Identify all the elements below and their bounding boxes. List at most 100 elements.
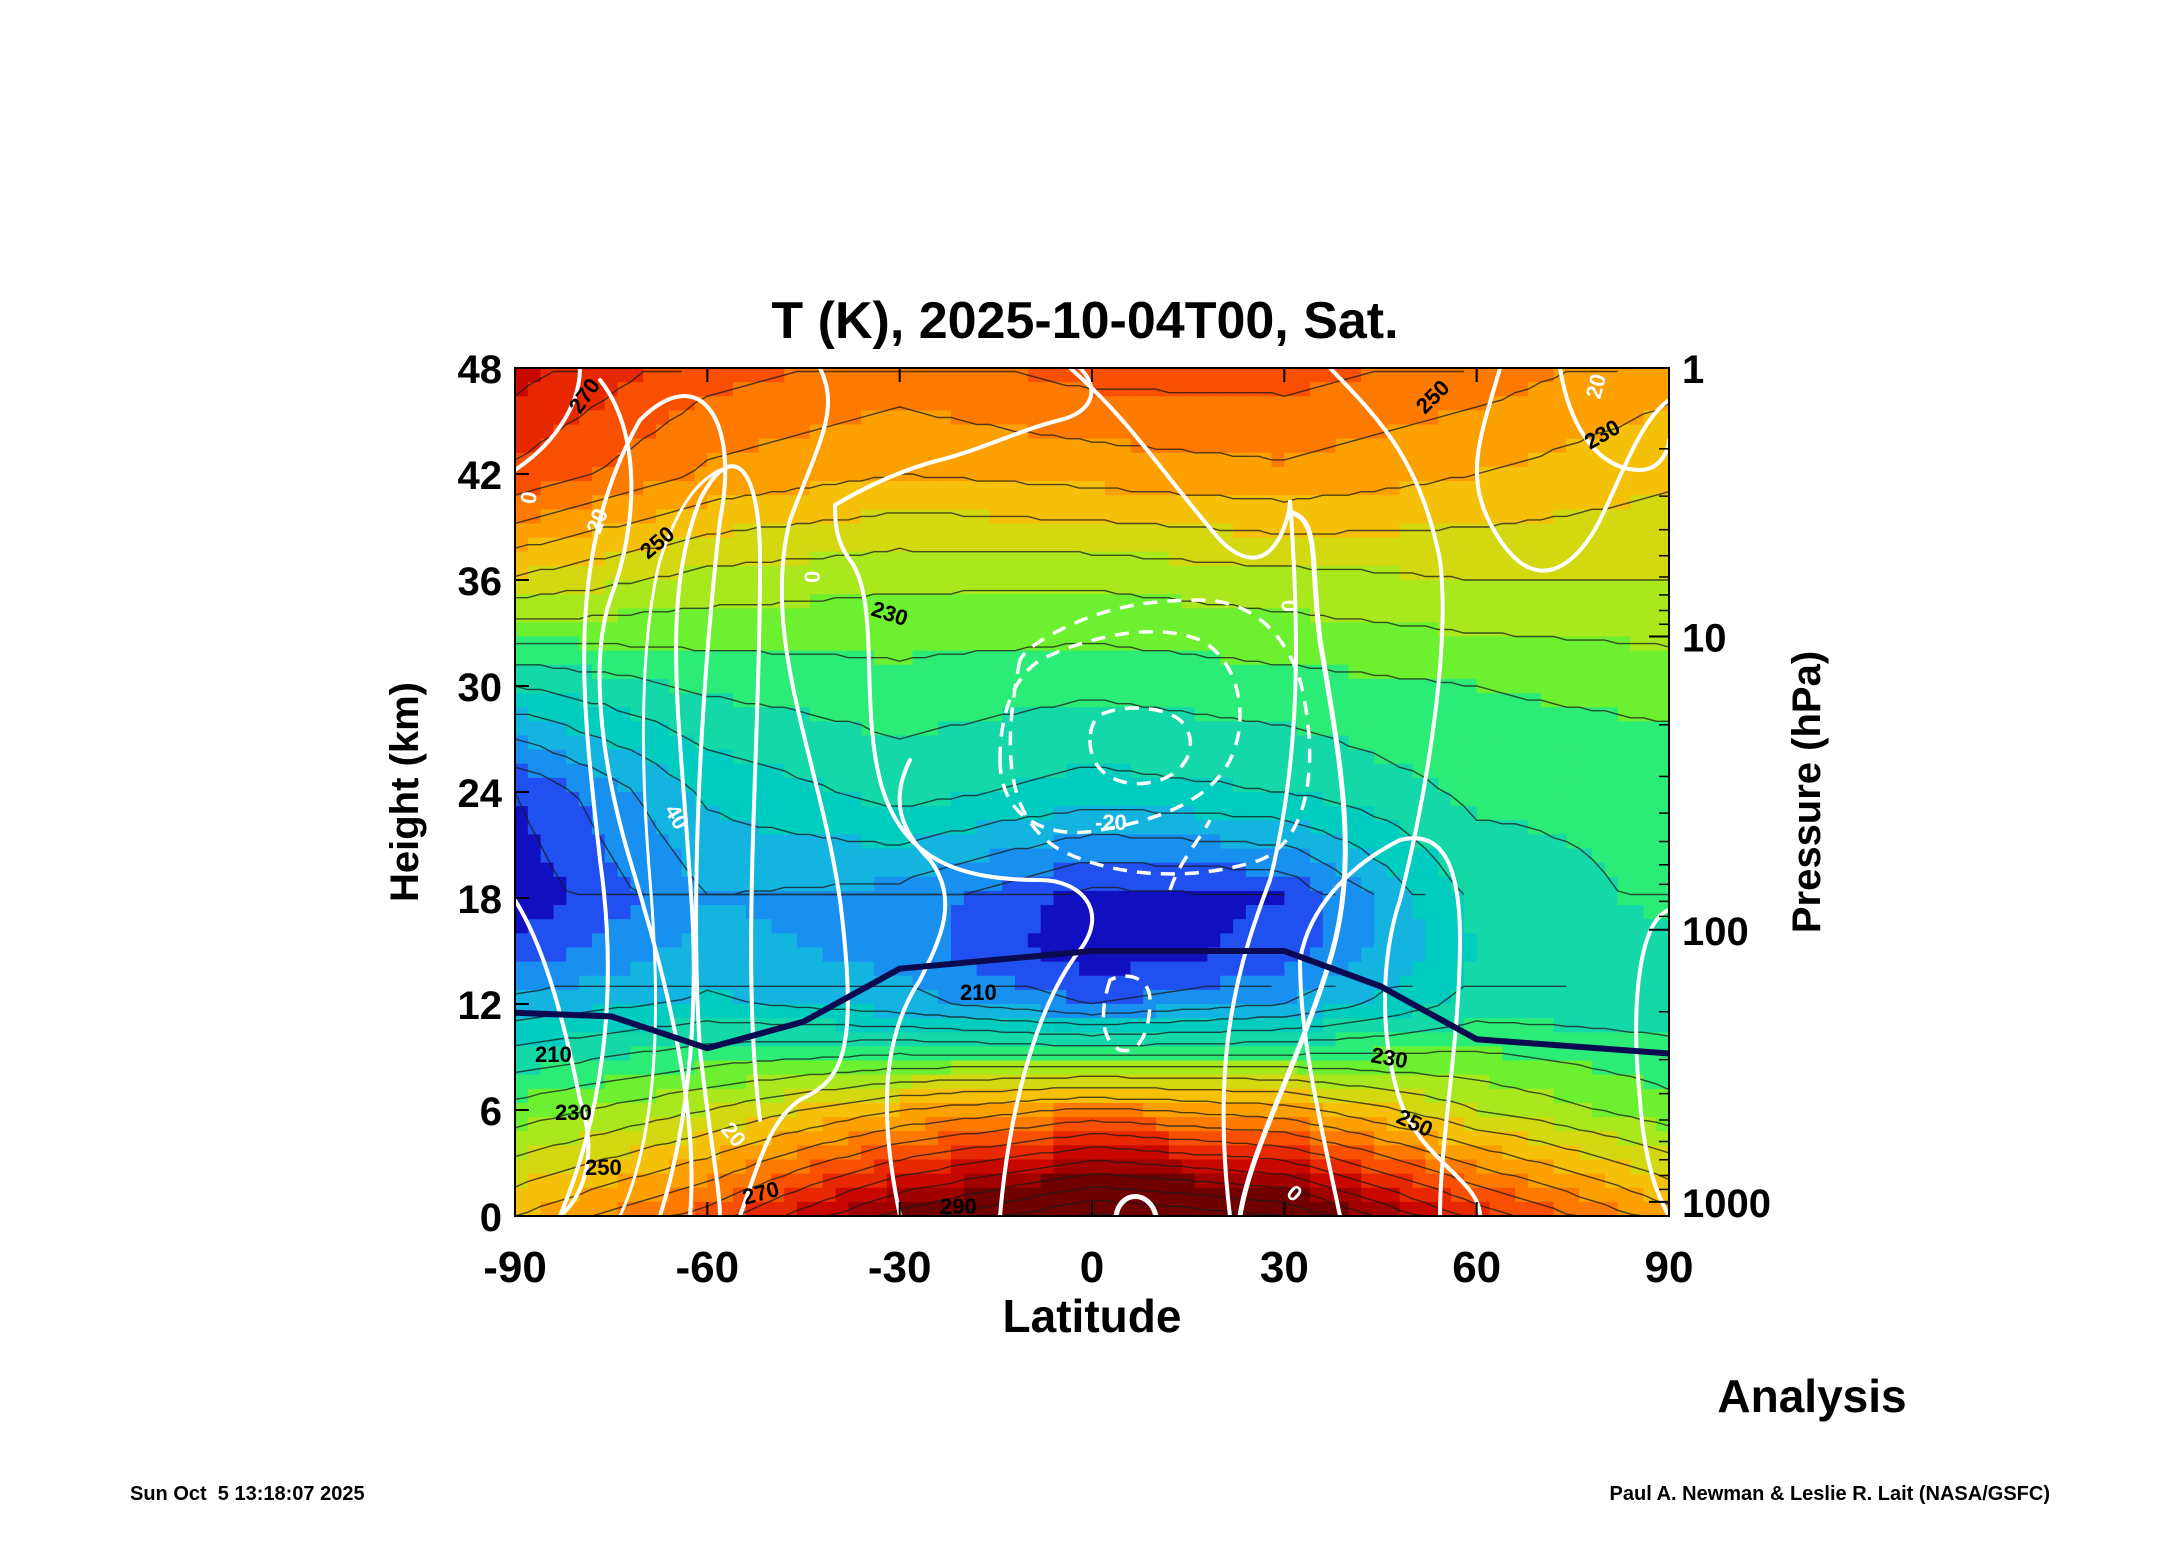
field-cell xyxy=(630,438,644,454)
field-cell xyxy=(1092,1173,1106,1189)
field-cell xyxy=(1079,1117,1093,1132)
field-cell xyxy=(1335,551,1350,567)
field-cell xyxy=(1297,1088,1311,1104)
field-cell xyxy=(1027,551,1042,567)
field-cell xyxy=(579,848,593,864)
field-cell xyxy=(1399,594,1414,609)
field-cell xyxy=(720,565,734,581)
field-cell xyxy=(527,396,542,411)
field-cell xyxy=(1361,905,1375,920)
field-cell xyxy=(797,961,811,977)
field-cell xyxy=(848,636,862,652)
field-cell xyxy=(1053,382,1067,397)
field-cell xyxy=(886,523,901,539)
field-cell xyxy=(1451,777,1465,793)
field-cell xyxy=(1438,424,1452,440)
field-cell xyxy=(1425,862,1439,878)
field-cell xyxy=(1233,580,1247,595)
field-cell xyxy=(515,622,529,638)
field-cell xyxy=(758,763,773,779)
field-cell xyxy=(1361,438,1375,454)
field-cell xyxy=(989,834,1003,850)
field-cell xyxy=(1233,820,1247,835)
field-cell xyxy=(1527,594,1542,609)
field-cell xyxy=(515,862,529,878)
field-cell xyxy=(1425,961,1439,977)
field-cell xyxy=(899,622,914,638)
field-cell xyxy=(797,565,811,581)
field-cell xyxy=(1143,933,1157,949)
field-cell xyxy=(886,424,901,440)
field-cell xyxy=(938,735,952,751)
field-cell xyxy=(1335,707,1350,722)
field-cell xyxy=(1066,608,1080,623)
field-cell xyxy=(1015,735,1029,751)
field-cell xyxy=(848,1102,862,1118)
field-cell xyxy=(707,735,721,751)
field-cell xyxy=(1515,608,1529,623)
field-cell xyxy=(1194,396,1208,411)
field-cell xyxy=(797,848,811,864)
field-cell xyxy=(720,735,734,751)
field-cell xyxy=(1540,622,1555,638)
field-cell xyxy=(604,905,619,920)
field-cell xyxy=(1092,933,1106,949)
field-cell xyxy=(643,792,657,807)
field-cell xyxy=(1027,806,1042,821)
field-cell xyxy=(566,594,580,609)
field-cell xyxy=(1335,452,1350,468)
field-cell xyxy=(912,1018,926,1033)
field-cell xyxy=(1579,452,1593,468)
field-cell xyxy=(1399,551,1414,567)
field-cell xyxy=(809,523,824,539)
field-cell xyxy=(1297,466,1311,482)
field-cell xyxy=(1143,905,1157,920)
field-cell xyxy=(1322,1117,1337,1132)
field-cell xyxy=(1002,382,1016,397)
field-cell xyxy=(1309,481,1324,496)
field-cell xyxy=(1361,1088,1375,1104)
field-cell xyxy=(1540,721,1555,737)
field-cell xyxy=(643,1201,657,1216)
field-cell xyxy=(861,523,875,539)
field-cell xyxy=(1335,947,1350,963)
field-cell xyxy=(1194,1102,1208,1118)
field-cell xyxy=(758,834,773,850)
field-cell xyxy=(1322,509,1337,525)
field-cell xyxy=(1527,707,1542,722)
field-cell xyxy=(1053,989,1067,1005)
field-cell xyxy=(976,1074,991,1090)
field-cell xyxy=(1168,1201,1183,1216)
field-cell xyxy=(1540,495,1555,510)
field-cell xyxy=(1476,594,1491,609)
field-cell xyxy=(694,368,708,383)
field-cell xyxy=(1309,1018,1324,1033)
field-cell xyxy=(950,975,965,991)
field-cell xyxy=(1040,466,1055,482)
field-cell xyxy=(1566,438,1580,454)
field-cell xyxy=(656,933,670,949)
field-cell xyxy=(848,368,862,383)
field-cell xyxy=(848,735,862,751)
field-cell xyxy=(681,368,696,383)
field-cell xyxy=(1463,495,1478,510)
field-cell xyxy=(1233,495,1247,510)
field-cell xyxy=(886,749,901,765)
field-cell xyxy=(963,551,978,567)
field-cell xyxy=(1143,523,1157,539)
field-cell xyxy=(925,466,939,482)
field-cell xyxy=(1297,396,1311,411)
field-cell xyxy=(848,664,862,680)
field-cell xyxy=(1156,396,1170,411)
field-cell xyxy=(566,565,580,581)
field-cell xyxy=(1156,481,1170,496)
field-cell xyxy=(1027,707,1042,722)
field-cell xyxy=(591,961,606,977)
field-cell xyxy=(1399,608,1414,623)
field-cell xyxy=(643,749,657,765)
field-cell xyxy=(1168,509,1183,525)
field-cell xyxy=(527,1187,542,1203)
field-cell xyxy=(861,495,875,510)
field-cell xyxy=(720,678,734,694)
field-cell xyxy=(1322,452,1337,468)
